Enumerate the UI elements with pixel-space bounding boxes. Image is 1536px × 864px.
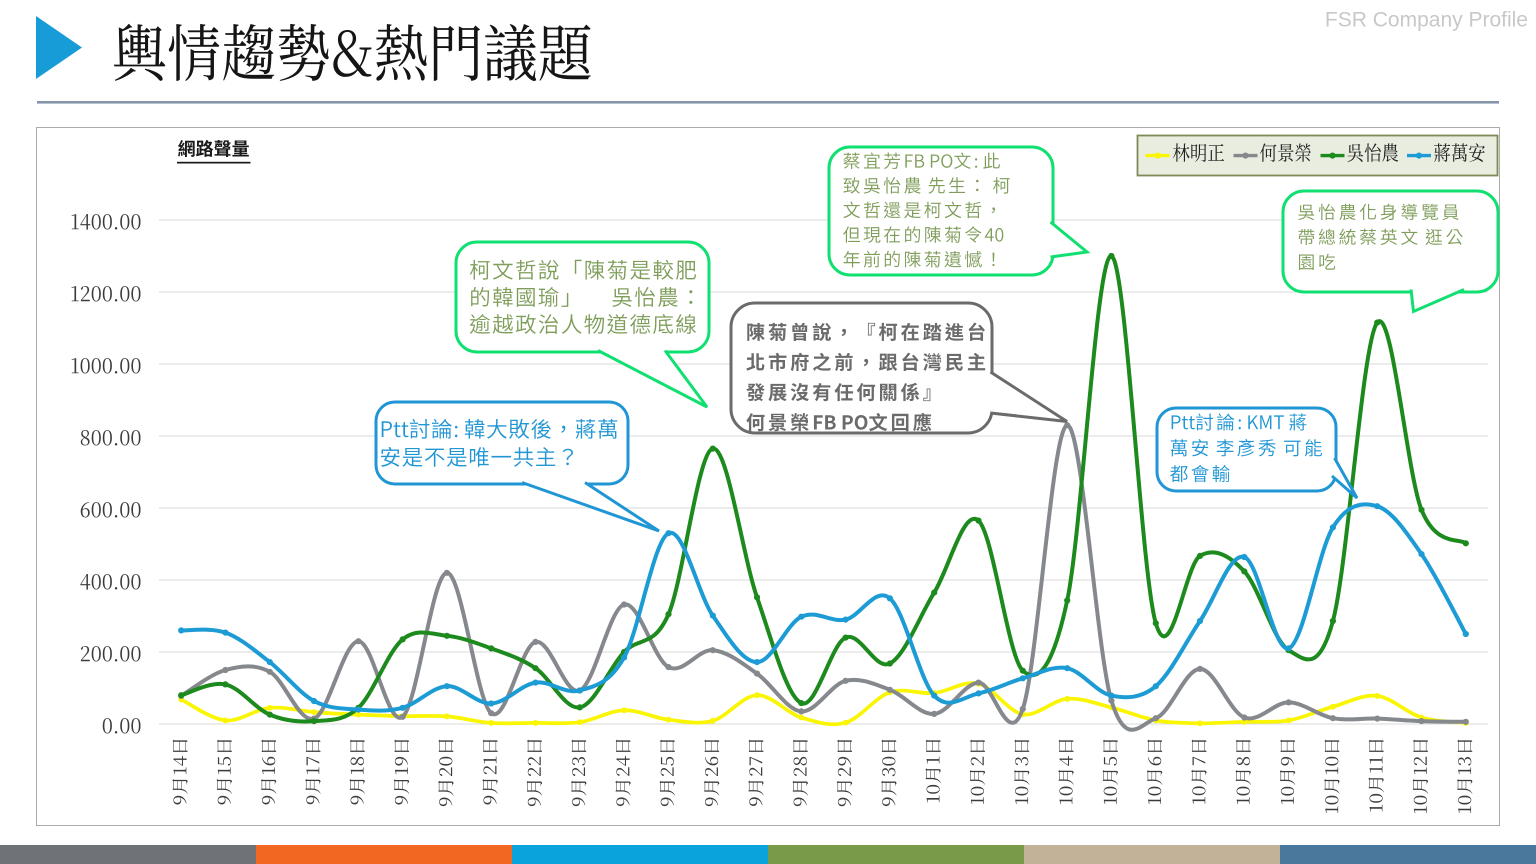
svg-text:FSR Company Profile: FSR Company Profile bbox=[1325, 9, 1528, 32]
